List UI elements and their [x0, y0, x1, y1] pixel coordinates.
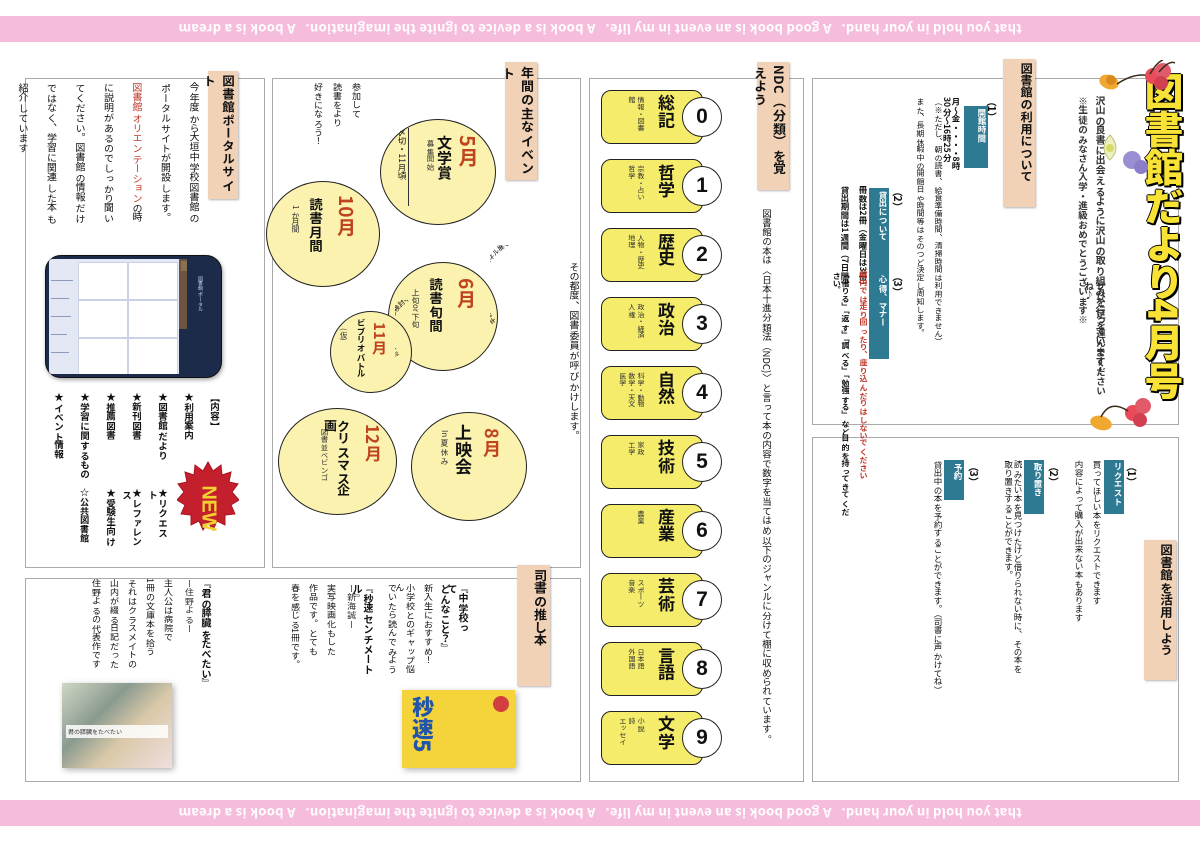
svg-text:平和月間と連動したパネル展を行います。: 平和月間と連動したパネル展を行います。 [490, 245, 542, 327]
svg-text:※実施の可否は検討中: ※実施の可否は検討中 [395, 300, 412, 360]
svg-text:NEW: NEW [198, 485, 220, 531]
